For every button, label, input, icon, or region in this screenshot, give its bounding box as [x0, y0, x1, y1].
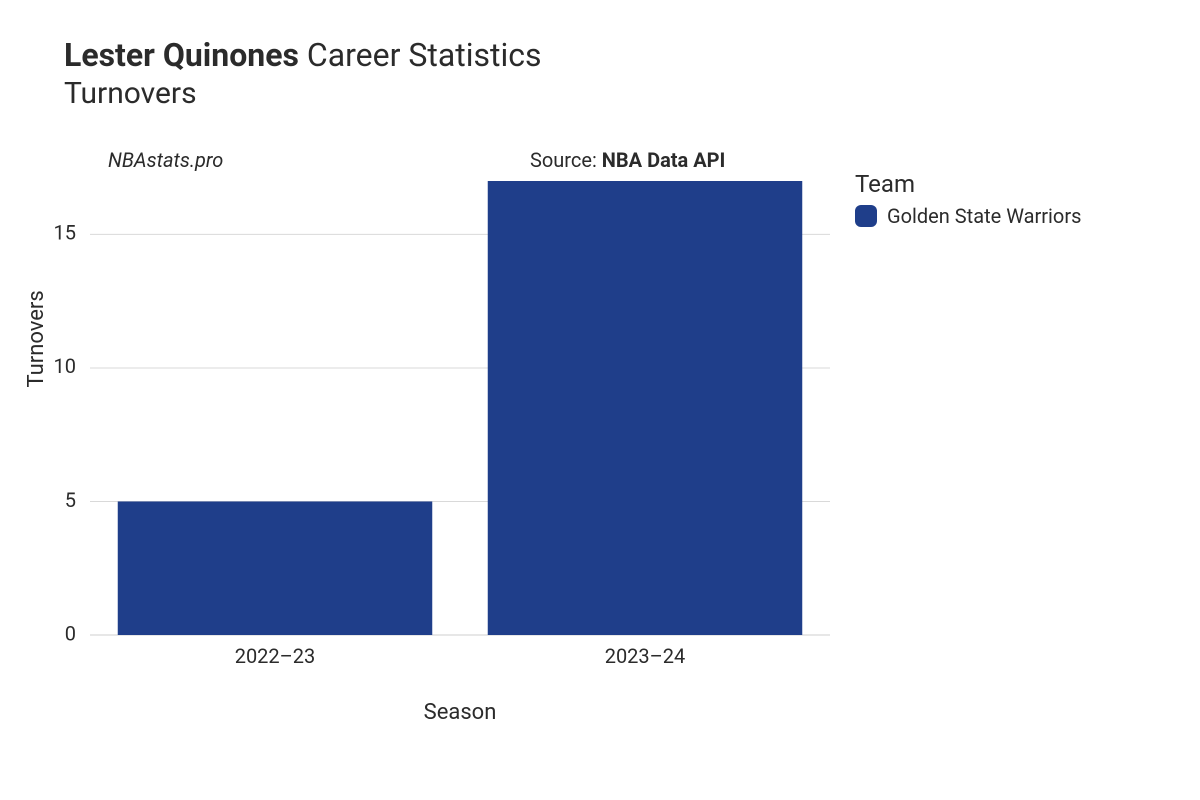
player-name: Lester Quinones — [64, 36, 299, 74]
legend-item: Golden State Warriors — [855, 204, 1081, 228]
title-suffix: Career Statistics — [299, 36, 542, 74]
chart-title: Lester Quinones Career Statistics — [64, 36, 542, 74]
bar — [488, 181, 803, 635]
source-value: NBA Data API — [602, 148, 726, 172]
watermark-text: NBAstats.pro — [108, 148, 223, 172]
legend-swatch — [855, 205, 877, 227]
y-tick-label: 10 — [54, 354, 76, 378]
bar — [118, 501, 433, 635]
x-axis-title: Season — [90, 700, 830, 725]
source-prefix: Source: — [530, 148, 602, 172]
legend: Team Golden State Warriors — [855, 170, 1081, 228]
legend-items: Golden State Warriors — [855, 204, 1081, 228]
source-attribution: Source: NBA Data API — [530, 148, 725, 172]
y-axis-title: Turnovers — [24, 290, 49, 387]
plot-area: 0510152022–232023–24 — [90, 175, 830, 635]
y-tick-label: 5 — [65, 488, 76, 512]
legend-label: Golden State Warriors — [887, 204, 1081, 228]
legend-title: Team — [855, 170, 1081, 198]
y-tick-label: 0 — [65, 621, 76, 645]
x-tick-label: 2023–24 — [605, 644, 686, 668]
chart-title-block: Lester Quinones Career Statistics Turnov… — [64, 36, 542, 111]
y-tick-label: 15 — [54, 221, 76, 245]
chart-container: Lester Quinones Career Statistics Turnov… — [0, 0, 1200, 800]
bar-chart-svg: 0510152022–232023–24 — [90, 175, 830, 635]
chart-subtitle: Turnovers — [64, 76, 542, 111]
x-tick-label: 2022–23 — [235, 644, 316, 668]
